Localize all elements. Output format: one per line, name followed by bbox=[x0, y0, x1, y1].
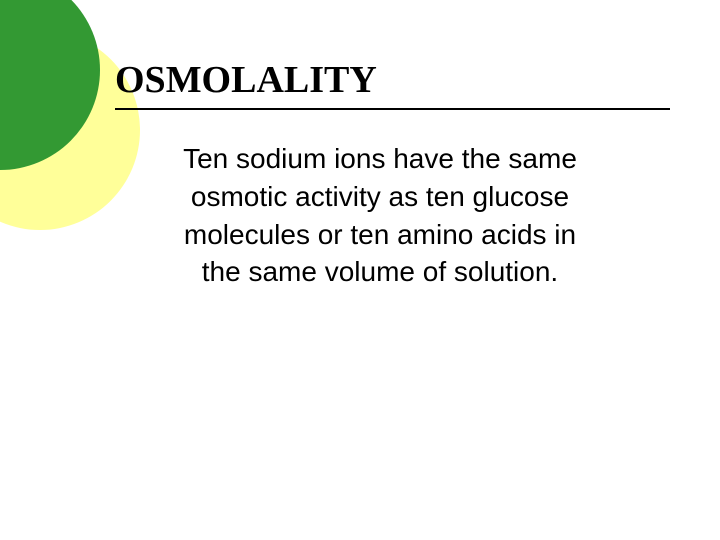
title-underline bbox=[115, 108, 670, 110]
slide-body-text: Ten sodium ions have the same osmotic ac… bbox=[180, 140, 580, 291]
slide-title: OSMOLALITY bbox=[115, 58, 377, 102]
